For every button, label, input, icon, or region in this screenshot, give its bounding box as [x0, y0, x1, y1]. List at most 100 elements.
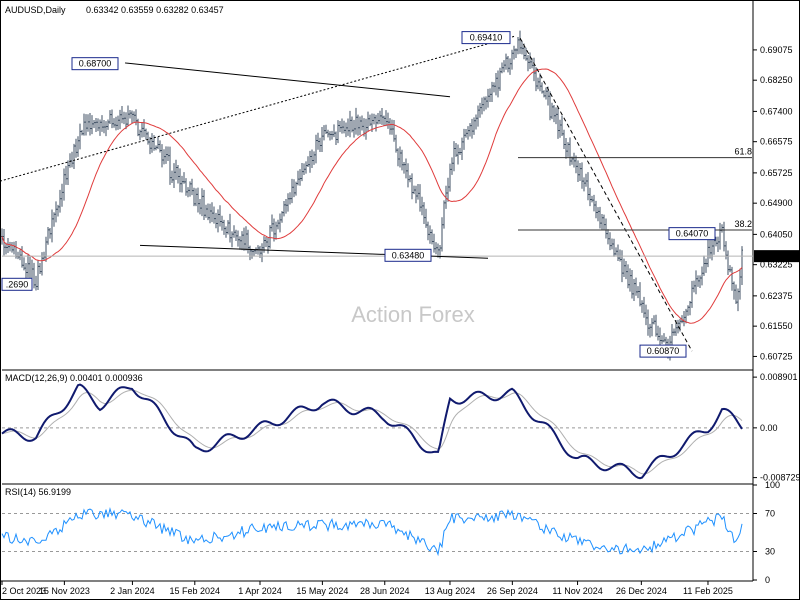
x-tick-label: 13 Aug 2024	[425, 586, 476, 596]
price-bar	[553, 105, 555, 123]
x-tick-label: 15 May 2024	[296, 586, 348, 596]
price-bar	[17, 251, 19, 260]
price-bar	[717, 236, 719, 253]
price-bar	[427, 221, 429, 241]
price-bar	[359, 116, 361, 136]
current-price-box	[754, 250, 800, 263]
price-bar	[405, 158, 407, 179]
price-bar	[683, 311, 685, 327]
price-bar	[491, 81, 493, 103]
price-bar	[241, 231, 243, 251]
price-title: AUDUSD,Daily	[5, 5, 66, 15]
price-bar	[305, 161, 307, 174]
price-bar	[11, 242, 13, 253]
price-bar	[307, 156, 309, 167]
price-bar	[113, 118, 115, 128]
price-bar	[273, 218, 275, 242]
price-bar	[495, 72, 497, 96]
price-bar	[301, 163, 303, 182]
price-bar	[467, 126, 469, 140]
price-bar	[619, 249, 621, 262]
price-bar	[543, 90, 545, 98]
price-bar	[165, 146, 167, 164]
price-bar	[643, 296, 645, 318]
price-bar	[583, 177, 585, 192]
price-bar	[207, 203, 209, 221]
price-bar	[515, 48, 517, 58]
price-bar	[409, 175, 411, 183]
price-bar	[727, 250, 729, 276]
price-bar	[209, 203, 211, 224]
price-bar	[37, 260, 39, 291]
price-bar	[425, 208, 427, 228]
x-tick-label: 2 Oct 2023	[2, 586, 46, 596]
price-tick-label: 0.60725	[760, 351, 793, 361]
price-bar	[657, 325, 659, 341]
price-annotation-box	[384, 248, 432, 262]
price-bar	[603, 214, 605, 231]
price-bar	[621, 250, 623, 283]
price-bar	[255, 247, 257, 255]
price-bar	[147, 131, 149, 145]
price-bar	[555, 107, 557, 125]
price-bar	[489, 88, 491, 103]
dashed-falling-trendline	[519, 37, 693, 352]
price-bar	[485, 96, 487, 110]
price-bar	[605, 218, 607, 239]
x-tick-label: 26 Sep 2024	[487, 586, 538, 596]
price-bar	[105, 121, 107, 137]
price-bar	[189, 181, 191, 197]
price-bar	[507, 55, 509, 73]
price-bar	[533, 57, 535, 82]
fib-level-label: 38.2	[734, 219, 752, 229]
x-tick-label: 28 Jun 2024	[360, 586, 410, 596]
price-bar	[661, 335, 663, 344]
price-bar	[463, 128, 465, 150]
price-bar	[125, 112, 127, 130]
price-bar	[499, 67, 501, 91]
price-bar	[325, 124, 327, 134]
price-bar	[39, 263, 41, 275]
price-bar	[121, 106, 123, 124]
price-bar	[251, 248, 253, 259]
price-annotation-label: 0.60870	[647, 346, 680, 356]
price-bar	[127, 105, 129, 127]
x-tick-label: 2 Jan 2024	[110, 586, 155, 596]
price-bar	[117, 115, 119, 130]
price-bar	[329, 131, 331, 141]
price-tick-label: 0.65725	[760, 168, 793, 178]
price-bar	[413, 185, 415, 195]
price-bar	[585, 173, 587, 187]
price-bar	[249, 245, 251, 261]
price-bar	[77, 136, 79, 157]
price-bar	[101, 115, 103, 132]
price-bar	[545, 87, 547, 100]
price-bar	[421, 196, 423, 216]
price-bar	[353, 119, 355, 138]
price-bar	[185, 178, 187, 196]
price-annotation-label: 0.68700	[79, 59, 112, 69]
price-bar	[561, 115, 563, 137]
price-bar	[639, 282, 641, 307]
price-tick-label: 0.63225	[760, 260, 793, 270]
price-tick-label: 0.64050	[760, 229, 793, 239]
x-tick-label: 26 Dec 2024	[616, 586, 667, 596]
price-bar	[129, 109, 131, 119]
price-bar	[171, 170, 173, 184]
price-bar	[565, 137, 567, 159]
price-bar	[527, 55, 529, 72]
price-bar	[115, 116, 117, 131]
price-bar	[197, 187, 199, 213]
price-bar	[157, 136, 159, 150]
price-annotation-label: .2690	[6, 279, 29, 289]
price-tick-label: 0.62375	[760, 291, 793, 301]
price-bar	[711, 237, 713, 261]
price-bar	[229, 213, 231, 243]
macd-tick-label: 0.008901	[760, 372, 798, 382]
price-bar	[179, 168, 181, 193]
price-bar	[549, 91, 551, 121]
price-bar	[245, 226, 247, 251]
price-bar	[379, 110, 381, 125]
price-bar	[383, 115, 385, 127]
price-bar	[415, 185, 417, 204]
